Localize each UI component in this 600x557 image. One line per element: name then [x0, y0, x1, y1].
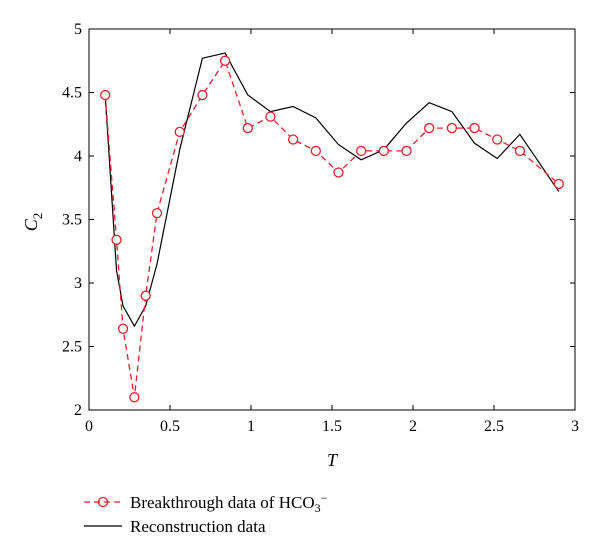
data-point-breakthrough — [100, 89, 111, 101]
data-point-breakthrough — [401, 145, 412, 157]
data-point-breakthrough — [117, 323, 129, 334]
data-point-breakthrough — [446, 122, 458, 134]
data-point-breakthrough — [333, 167, 344, 178]
data-point-breakthrough — [514, 145, 526, 157]
data-point-breakthrough — [492, 134, 503, 145]
data-point-breakthrough — [242, 122, 253, 134]
data-point-breakthrough — [174, 126, 185, 138]
x-tick-label: 2.5 — [484, 418, 504, 435]
plot-frame — [88, 28, 576, 411]
series-line-breakthrough — [104, 59, 560, 398]
legend-marker-breakthrough — [97, 496, 109, 508]
y-tick-label: 2 — [74, 402, 82, 419]
data-point-breakthrough — [219, 55, 231, 66]
x-axis: 0 0.5 1 1.5 2 2.5 3 — [85, 29, 579, 435]
legend: Breakthrough data of HCO3− Reconstructio… — [84, 491, 328, 536]
x-tick-label: 0.5 — [160, 418, 180, 435]
y-axis: 2 2.5 3 3.5 4 4.5 5 — [62, 21, 575, 419]
x-tick-label: 0 — [85, 418, 93, 435]
x-axis-label: T — [327, 450, 339, 470]
legend-label-breakthrough-sub: 3 — [315, 501, 321, 515]
y-tick-label: 4.5 — [62, 85, 82, 102]
legend-label-breakthrough: Breakthrough data of HCO3− — [130, 491, 328, 515]
y-tick-label: 3 — [74, 275, 82, 292]
data-point-breakthrough — [151, 207, 163, 219]
data-point-breakthrough — [287, 134, 299, 145]
y-tick-label: 3.5 — [62, 212, 82, 229]
x-tick-label: 3 — [571, 418, 579, 435]
data-point-breakthrough — [129, 392, 140, 403]
data-point-breakthrough — [197, 89, 208, 101]
y-tick-label: 5 — [74, 21, 82, 38]
data-point-breakthrough — [265, 111, 276, 122]
data-point-breakthrough — [469, 122, 480, 134]
y-tick-label: 2.5 — [62, 339, 82, 356]
y-axis-label: C2 — [21, 213, 45, 232]
x-tick-label: 1 — [247, 418, 255, 435]
series-layer — [100, 52, 564, 403]
legend-label-reconstruction: Reconstruction data — [130, 517, 266, 536]
legend-label-breakthrough-sup: − — [321, 491, 328, 505]
x-tick-label: 1.5 — [322, 418, 342, 435]
legend-label-breakthrough-main: Breakthrough data of HCO — [130, 493, 315, 512]
y-axis-label-main: C — [21, 218, 41, 231]
data-point-breakthrough — [140, 290, 151, 301]
y-axis-label-subscript: 2 — [30, 213, 45, 220]
y-tick-label: 4 — [74, 148, 82, 165]
x-tick-label: 2 — [409, 418, 417, 435]
data-point-breakthrough — [378, 145, 389, 157]
series-line-reconstruction — [104, 52, 560, 328]
data-point-breakthrough — [111, 234, 122, 245]
data-point-breakthrough — [356, 145, 367, 157]
data-point-breakthrough — [553, 178, 564, 190]
data-point-breakthrough — [310, 145, 321, 157]
plot-area — [88, 28, 576, 411]
data-point-breakthrough — [424, 122, 435, 134]
